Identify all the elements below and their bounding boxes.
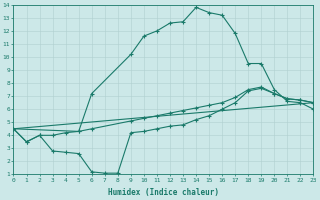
X-axis label: Humidex (Indice chaleur): Humidex (Indice chaleur): [108, 188, 219, 197]
